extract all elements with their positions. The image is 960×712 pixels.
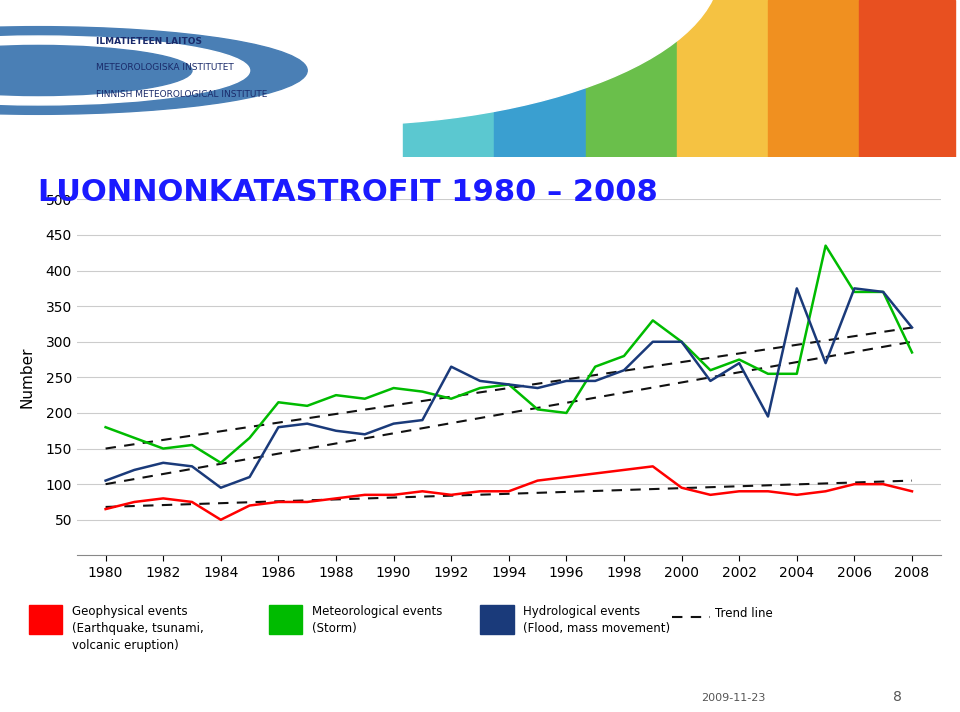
Bar <box>859 0 955 157</box>
Circle shape <box>0 46 192 95</box>
Bar <box>768 0 864 157</box>
Circle shape <box>0 36 250 105</box>
Bar <box>586 0 682 157</box>
Ellipse shape <box>0 0 720 125</box>
Circle shape <box>0 26 307 115</box>
Bar <box>480 605 514 634</box>
Text: 8: 8 <box>893 691 901 704</box>
Bar <box>403 0 499 157</box>
Bar <box>677 0 773 157</box>
Text: Trend line: Trend line <box>715 607 773 619</box>
Text: Hydrological events
(Flood, mass movement): Hydrological events (Flood, mass movemen… <box>523 605 670 636</box>
Bar <box>269 605 302 634</box>
Text: 2009-11-23: 2009-11-23 <box>701 693 765 703</box>
Text: FINNISH METEOROLOGICAL INSTITUTE: FINNISH METEOROLOGICAL INSTITUTE <box>96 90 268 99</box>
Bar <box>494 0 590 157</box>
Text: Meteorological events
(Storm): Meteorological events (Storm) <box>312 605 443 636</box>
Text: Geophysical events
(Earthquake, tsunami,
volcanic eruption): Geophysical events (Earthquake, tsunami,… <box>72 605 204 652</box>
Text: ILMATIETEEN LAITOS: ILMATIETEEN LAITOS <box>96 37 202 46</box>
Bar <box>29 605 62 634</box>
Text: LUONNONKATASTROFIT 1980 – 2008: LUONNONKATASTROFIT 1980 – 2008 <box>38 178 659 207</box>
Y-axis label: Number: Number <box>19 347 35 408</box>
Text: METEOROLOGISKA INSTITUTET: METEOROLOGISKA INSTITUTET <box>96 63 233 73</box>
